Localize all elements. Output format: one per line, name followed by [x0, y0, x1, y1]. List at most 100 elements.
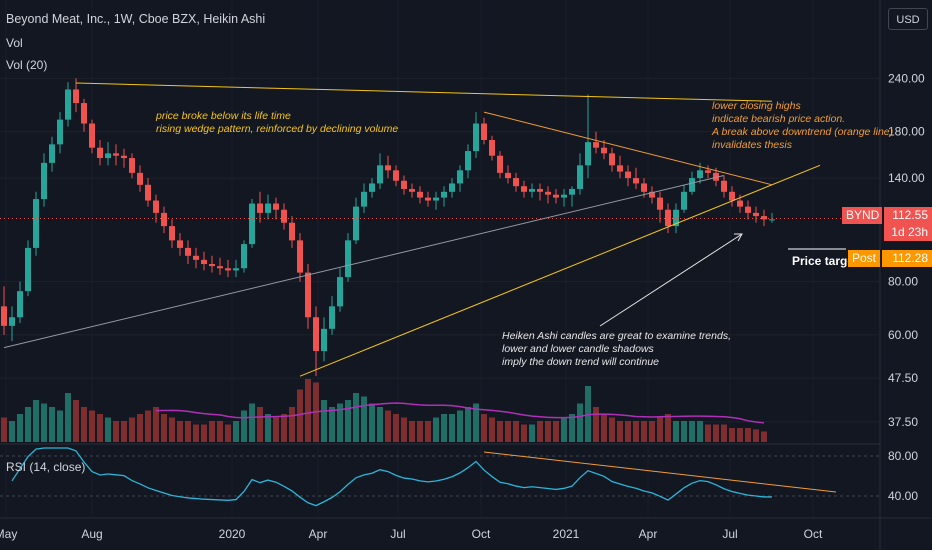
heiken-note-line: lower and lower candle shadows	[502, 343, 654, 355]
candle-body	[161, 212, 167, 227]
rsi-legend[interactable]: RSI (14, close)	[6, 460, 86, 474]
candle-body	[489, 139, 495, 156]
price-target-label: Price target	[792, 254, 859, 268]
volume-bar	[105, 417, 111, 442]
time-tick-label: Jul	[722, 527, 737, 541]
volume-bar	[753, 429, 759, 442]
trend-lines	[0, 82, 880, 377]
candle-body	[49, 144, 55, 163]
heiken-annotation: Heiken Ashi candles are great to examine…	[502, 330, 731, 369]
volume-bar	[297, 389, 303, 442]
candle-body	[697, 170, 703, 179]
volume-bar	[145, 410, 151, 442]
candle-body	[393, 170, 399, 181]
lower-highs-note-line: lower closing highs	[712, 100, 801, 112]
volume-bar	[409, 421, 415, 442]
volume-bar	[561, 417, 567, 442]
candle-body	[721, 180, 727, 192]
candle-body	[129, 158, 135, 173]
candle-body	[481, 123, 487, 140]
volume-bar	[401, 417, 407, 442]
axes: 240.00 180.00 140.00 80.00 60.00 47.50 37.50 Ma…	[0, 71, 925, 541]
volume-bar	[177, 421, 183, 442]
volume-bar	[577, 403, 583, 442]
candle-body	[425, 197, 431, 201]
trend-line	[3, 174, 725, 349]
volume-bar	[681, 421, 687, 442]
candle-body	[185, 247, 191, 256]
candle-body	[361, 191, 367, 207]
volume-bar	[617, 421, 623, 442]
candle-body	[657, 197, 663, 210]
volume-bar	[161, 414, 167, 442]
volume-bar	[537, 421, 543, 442]
volume-bar	[553, 421, 559, 442]
candle-body	[65, 89, 71, 120]
candle-body	[577, 165, 583, 189]
candle-body	[585, 142, 591, 166]
candle-body	[705, 170, 711, 173]
candle-body	[217, 266, 223, 269]
vol-legend[interactable]: Vol	[6, 36, 23, 50]
volume-bar	[217, 421, 223, 442]
volume-bar	[273, 417, 279, 442]
volume-bar	[761, 431, 767, 442]
currency-button[interactable]: USD	[888, 8, 928, 30]
last-price-tag: 112.55	[884, 207, 932, 224]
heiken-note-line: Heiken Ashi candles are great to examine…	[502, 330, 731, 342]
candle-body	[329, 306, 335, 329]
symbol-tag: BYND	[842, 207, 882, 224]
time-tick-label: Oct	[472, 527, 491, 541]
price-pane	[1, 78, 775, 377]
volume-bar	[393, 414, 399, 442]
candle-body	[441, 191, 447, 198]
volume-bar	[153, 407, 159, 442]
post-market-tag: Post	[848, 250, 880, 267]
candle-body	[769, 219, 775, 221]
volume-bar	[513, 421, 519, 442]
volume-bar	[689, 421, 695, 442]
candle-body	[625, 171, 631, 179]
volume-bar	[57, 410, 63, 442]
volume-bar	[481, 414, 487, 442]
candle-body	[57, 119, 63, 145]
volume-bar	[113, 421, 119, 442]
lower-highs-note-line: indicate bearish price action.	[712, 113, 846, 125]
trend-line	[483, 111, 773, 186]
candle-body	[609, 153, 615, 166]
volume-bar	[129, 417, 135, 442]
wedge-annotation: price broke below its life time rising w…	[156, 110, 398, 136]
volume-bar	[425, 421, 431, 442]
candle-body	[113, 153, 119, 156]
time-tick-label: Apr	[309, 527, 328, 541]
volume-bar	[745, 428, 751, 442]
wedge-note-line: rising wedge pattern, reinforced by decl…	[156, 123, 399, 135]
candle-body	[249, 203, 255, 245]
volume-bar	[609, 417, 615, 442]
candle-body	[177, 240, 183, 248]
rsi-pane	[0, 447, 880, 507]
volume-bar	[305, 379, 311, 442]
price-tick-label: 37.50	[888, 415, 918, 429]
lower-highs-annotation: lower closing highs indicate bearish pri…	[712, 100, 893, 152]
candle-body	[681, 191, 687, 210]
volume-bar	[257, 407, 263, 442]
bar-countdown-tag: 1d 23h	[884, 224, 932, 241]
candle-body	[401, 180, 407, 189]
candle-body	[601, 147, 607, 154]
chart-title[interactable]: Beyond Meat, Inc., 1W, Cboe BZX, Heikin …	[6, 12, 266, 26]
candle-body	[233, 268, 239, 271]
post-market-price-tag: 112.28	[882, 250, 932, 267]
volume-bar	[369, 403, 375, 442]
vol-ma-legend[interactable]: Vol (20)	[6, 58, 48, 72]
volume-bar	[209, 421, 215, 442]
volume-bar	[593, 407, 599, 442]
candle-body	[73, 89, 79, 104]
candle-body	[321, 328, 327, 351]
candle-body	[417, 191, 423, 198]
rsi-downtrend-line	[483, 451, 837, 493]
candle-body	[473, 123, 479, 152]
candle-body	[521, 186, 527, 192]
volume-bar	[737, 428, 743, 442]
